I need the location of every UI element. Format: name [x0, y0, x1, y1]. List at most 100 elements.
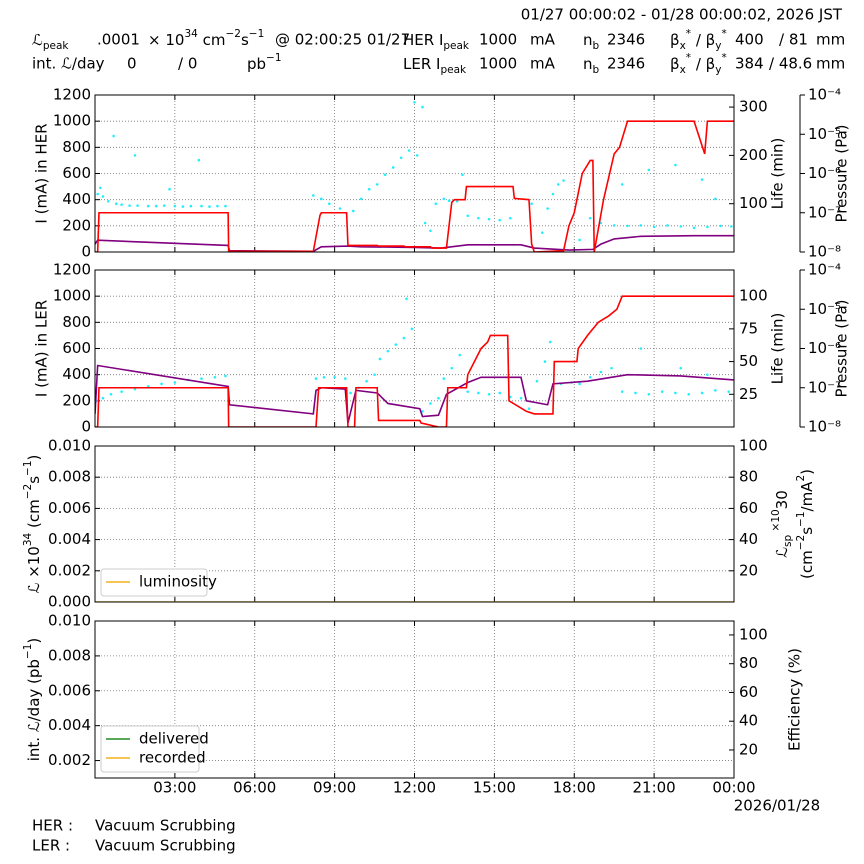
y3-tick-label: 10⁻⁷	[808, 378, 841, 396]
x-tick-label: 09:00	[313, 779, 356, 797]
data-point	[349, 391, 352, 395]
plot-frame	[94, 445, 735, 603]
data-point	[674, 391, 677, 395]
data-point	[394, 343, 398, 346]
y-axis-label-part: −1	[22, 460, 34, 475]
data-point	[437, 396, 440, 400]
header-int-unit: pb−1	[247, 52, 282, 73]
series-line	[95, 364, 734, 424]
header-lpeak-unit-part: × 10	[148, 31, 184, 49]
x-tick-label: 18:00	[553, 779, 596, 797]
y3-tick-label: 10⁻⁸	[808, 418, 841, 436]
data-point	[407, 149, 411, 152]
data-point	[101, 396, 105, 400]
data-point	[423, 221, 427, 225]
y-tick-label: 200	[62, 391, 91, 409]
header-int-label: int. ℒ/day	[32, 55, 105, 73]
data-point	[109, 392, 113, 396]
data-point	[706, 373, 709, 376]
data-point	[146, 204, 150, 208]
header-lpeak-unit-part: 34	[184, 28, 198, 40]
y-tick-label: 0.006	[48, 681, 91, 699]
y2-axis-label: ℒsp ×1030	[770, 490, 794, 558]
data-point	[189, 204, 193, 208]
header-beta-label-part: y	[715, 40, 721, 52]
y3-axis-label: Pressure (Pa)	[833, 124, 851, 222]
header-beta-label-part: β	[670, 31, 680, 49]
legend-label: recorded	[139, 749, 206, 767]
data-point	[421, 105, 424, 109]
header-beta-unit: mm	[816, 31, 845, 49]
y-tick-label: 0.006	[48, 499, 91, 517]
y2-axis-label-part: ℒ	[773, 547, 791, 558]
data-point	[181, 205, 185, 208]
x-tick-label: 06:00	[233, 779, 276, 797]
y2-tick-label: 60	[739, 683, 758, 701]
data-point	[530, 202, 533, 205]
y2-axis-label-part: 30	[773, 490, 791, 509]
data-point	[101, 195, 105, 198]
y2-tick-label: 40	[739, 712, 758, 730]
header-int-recorded: / 0	[178, 55, 197, 73]
header-ipeak-label-part: LER I	[403, 55, 440, 73]
data-point	[328, 202, 331, 205]
data-point	[679, 366, 683, 370]
legend-label: delivered	[139, 730, 209, 748]
header-beta-x: 384	[735, 55, 764, 73]
y-tick-label: 1200	[53, 261, 91, 279]
y-tick-label: 0.010	[48, 437, 91, 455]
header-int-value: 0	[127, 55, 137, 73]
data-point	[519, 396, 523, 400]
header-int-unit-part: −1	[266, 52, 281, 64]
header-nb-label-part: n	[583, 55, 593, 73]
y2-tick-label: 60	[739, 499, 758, 517]
data-point	[314, 377, 318, 380]
header-lpeak-value: .0001	[97, 31, 140, 49]
y3-tick-label: 10⁻⁷	[808, 203, 841, 221]
x-tick-label: 03:00	[153, 779, 196, 797]
x-axis-label: 2026/01/28	[734, 797, 820, 815]
data-point	[434, 202, 438, 205]
y3-axis-label: Pressure (Pa)	[833, 299, 851, 397]
data-point	[208, 205, 211, 208]
y2-axis-label-part: ×10	[770, 509, 782, 535]
data-point	[692, 226, 696, 230]
data-point	[391, 166, 395, 169]
y2-tick-label: 20	[739, 740, 758, 758]
data-point	[224, 204, 227, 208]
plot-frame	[94, 269, 735, 428]
header-nb-value: 2346	[607, 31, 645, 49]
data-point	[173, 204, 177, 208]
x-tick-label: 15:00	[473, 779, 516, 797]
y2-tick-label: 100	[739, 437, 768, 455]
plot-frame	[94, 94, 735, 253]
data-point	[498, 391, 502, 395]
data-point	[197, 158, 201, 162]
data-point	[160, 382, 163, 386]
y2-tick-label: 20	[739, 561, 758, 579]
data-point	[639, 224, 643, 227]
y3-tick-label: 10⁻⁶	[808, 339, 841, 357]
header-lpeak-label-part: ℒ	[32, 31, 43, 49]
data-point	[442, 377, 446, 380]
data-point	[447, 199, 451, 203]
data-point	[128, 204, 131, 207]
data-point	[639, 347, 643, 350]
data-point	[727, 390, 730, 393]
header-lpeak-label: ℒpeak	[32, 31, 69, 53]
data-point	[700, 178, 704, 181]
header-ipeak-unit: mA	[530, 31, 556, 49]
y-tick-label: 1000	[53, 287, 91, 305]
y-tick-label: 0	[81, 418, 91, 436]
data-point	[154, 204, 158, 208]
data-point	[509, 216, 512, 220]
y-tick-label: 1000	[53, 112, 91, 130]
y2-axis-label: (cm−2s−1/mA2)	[795, 469, 816, 579]
data-point	[213, 375, 217, 379]
header-nb-label-part: b	[593, 64, 600, 76]
data-point	[466, 214, 470, 218]
data-point	[588, 216, 592, 220]
header-lpeak-unit-part: −1	[249, 28, 264, 40]
data-point	[626, 224, 629, 228]
